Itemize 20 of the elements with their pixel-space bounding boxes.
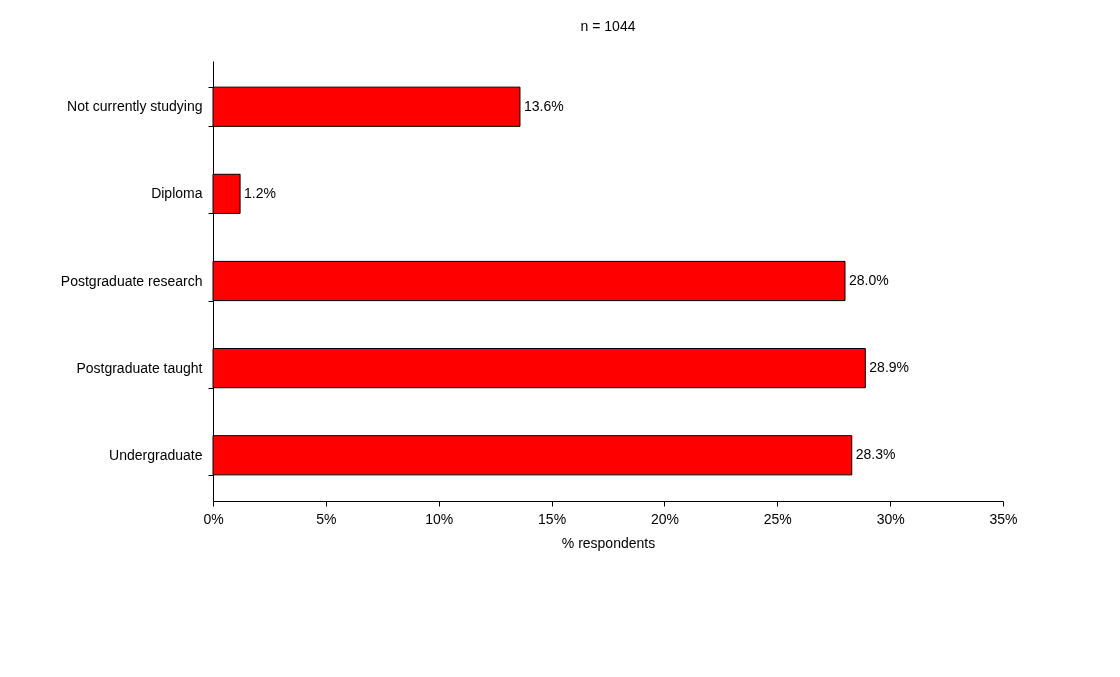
x-tick-label: 20% [650, 510, 679, 527]
x-tick-label: 35% [989, 510, 1018, 527]
y-tick-label: Diploma [151, 185, 203, 202]
x-axis-title: % respondents [561, 534, 656, 551]
x-tick-label: 15% [538, 510, 567, 527]
y-tick-label: Postgraduate taught [76, 359, 203, 376]
data-label: 1.2% [244, 184, 277, 201]
data-label: 28.0% [849, 272, 889, 288]
y-tick-label: Postgraduate research [60, 272, 203, 289]
data-label: 28.3% [855, 446, 896, 463]
data-label: 28.9% [869, 359, 910, 376]
x-tick-label: 30% [876, 510, 905, 527]
x-tick-label: 5% [316, 510, 337, 527]
y-tick-label: Not currently studying [67, 98, 203, 115]
x-tick-label: 10% [425, 510, 454, 527]
y-tick-label: Undergraduate [109, 446, 203, 463]
x-tick-label: 0% [203, 510, 224, 527]
x-tick-label: 25% [763, 510, 792, 527]
chart-title: n = 1044 [580, 18, 636, 34]
data-label: 13.6% [523, 97, 564, 114]
